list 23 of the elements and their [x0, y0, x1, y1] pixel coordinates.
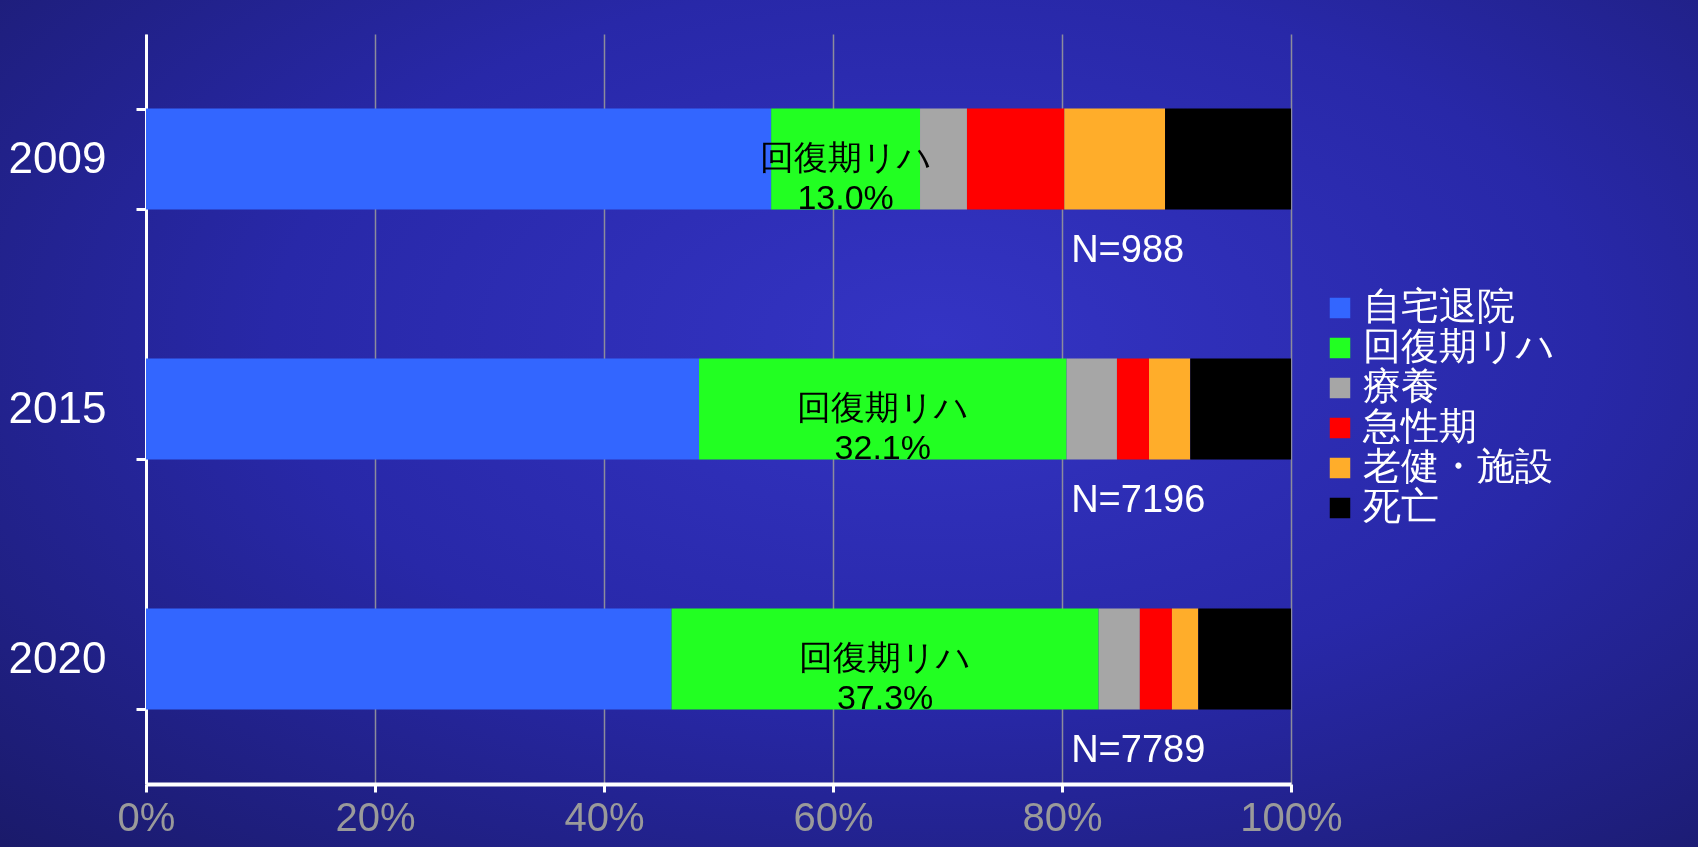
legend-label: 回復期リハ: [1363, 325, 1555, 367]
data-label: 37.3%: [836, 678, 934, 716]
x-tick-label: 40%: [564, 794, 645, 839]
annotation: N=7789: [1071, 728, 1206, 770]
x-tick-label: 80%: [1022, 794, 1103, 839]
x-tick-label: 0%: [117, 794, 176, 839]
x-tick-label: 100%: [1240, 794, 1343, 839]
text: 回復期リハ: [799, 638, 972, 676]
data-label: 13.0%: [797, 178, 894, 216]
text: 回復期リハ: [796, 388, 969, 426]
y-tick-label: 2015: [8, 382, 107, 432]
legend-label: 死亡: [1363, 485, 1439, 527]
legend-label: 老健・施設: [1363, 445, 1553, 487]
x-tick-label: 20%: [335, 794, 416, 839]
data-label: 32.1%: [834, 428, 932, 466]
annotation: N=7196: [1071, 478, 1206, 520]
legend-label: 療養: [1363, 365, 1439, 407]
legend-label: 自宅退院: [1363, 285, 1515, 327]
annotation: N=988: [1071, 228, 1185, 270]
y-tick-label: 2009: [8, 132, 107, 182]
y-tick-label: 2020: [8, 632, 107, 682]
legend-label: 急性期: [1362, 405, 1477, 447]
x-tick-label: 60%: [793, 794, 874, 839]
